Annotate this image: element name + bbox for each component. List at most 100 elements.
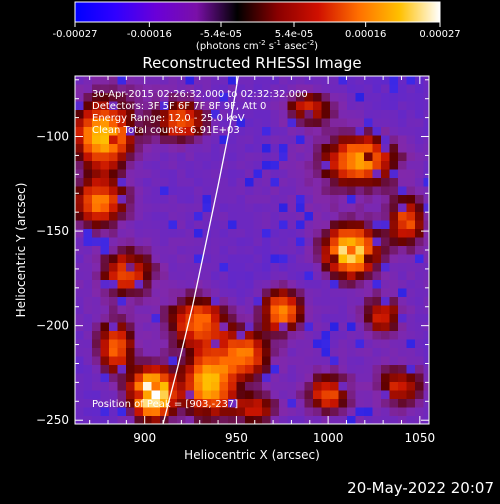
heatmap-cell bbox=[117, 212, 127, 221]
heatmap-cell bbox=[381, 271, 390, 281]
heatmap-cell bbox=[126, 339, 135, 349]
heatmap-cell bbox=[330, 203, 339, 213]
heatmap-cell bbox=[347, 76, 356, 85]
heatmap-cell bbox=[83, 314, 93, 323]
heatmap-cell bbox=[194, 93, 203, 102]
heatmap-cell bbox=[185, 101, 195, 111]
heatmap-cell bbox=[151, 416, 161, 424]
heatmap-cell bbox=[160, 101, 169, 111]
heatmap-cell bbox=[415, 212, 424, 221]
heatmap-cell bbox=[296, 152, 305, 162]
heatmap-cell bbox=[126, 195, 135, 204]
heatmap-cell bbox=[287, 195, 297, 204]
heatmap-cell bbox=[211, 339, 220, 349]
heatmap-cell bbox=[372, 203, 382, 213]
heatmap-cell bbox=[262, 246, 271, 255]
heatmap-cell bbox=[211, 305, 220, 315]
heatmap-cell bbox=[100, 186, 110, 196]
heatmap-cell bbox=[287, 356, 297, 366]
heatmap-cell bbox=[389, 263, 399, 272]
heatmap-cell bbox=[406, 288, 416, 298]
heatmap-cell bbox=[262, 322, 271, 332]
heatmap-cell bbox=[117, 365, 127, 374]
heatmap-cell bbox=[143, 110, 152, 119]
heatmap-cell bbox=[330, 280, 339, 289]
heatmap-cell bbox=[347, 263, 356, 272]
heatmap-cell bbox=[202, 203, 212, 213]
heatmap-cell bbox=[219, 186, 229, 196]
heatmap-cell bbox=[160, 339, 169, 349]
heatmap-cell bbox=[83, 348, 93, 357]
heatmap-cell bbox=[83, 118, 93, 128]
heatmap-cell bbox=[287, 407, 297, 417]
heatmap-cell bbox=[236, 254, 246, 264]
heatmap-cell bbox=[75, 144, 84, 153]
heatmap-cell bbox=[100, 356, 110, 366]
heatmap-cell bbox=[168, 195, 178, 204]
heatmap-cell bbox=[168, 263, 178, 272]
heatmap-cell bbox=[270, 271, 280, 281]
heatmap-cell bbox=[160, 254, 169, 264]
heatmap-cell bbox=[236, 93, 246, 102]
heatmap-cell bbox=[321, 178, 331, 187]
heatmap-cell bbox=[338, 271, 348, 281]
heatmap-cell bbox=[364, 322, 373, 332]
heatmap-cell bbox=[92, 416, 101, 424]
heatmap-cell bbox=[83, 254, 93, 264]
heatmap-cell bbox=[117, 254, 127, 264]
heatmap-cell bbox=[270, 76, 280, 85]
heatmap-cell bbox=[364, 127, 373, 136]
heatmap-cell bbox=[423, 280, 429, 289]
heatmap-cell bbox=[219, 169, 229, 179]
heatmap-cell bbox=[262, 186, 271, 196]
heatmap-cell bbox=[364, 186, 373, 196]
heatmap-cell bbox=[92, 118, 101, 128]
heatmap-cell bbox=[304, 203, 314, 213]
heatmap-cell bbox=[347, 348, 356, 357]
heatmap-cell bbox=[381, 348, 390, 357]
heatmap-cell bbox=[372, 254, 382, 264]
heatmap-cell bbox=[381, 416, 390, 424]
heatmap-cell bbox=[355, 390, 365, 400]
heatmap-cell bbox=[202, 407, 212, 417]
heatmap-cell bbox=[389, 178, 399, 187]
heatmap-cell bbox=[398, 356, 407, 366]
heatmap-cell bbox=[279, 229, 288, 238]
heatmap-cell bbox=[347, 169, 356, 179]
heatmap-cell bbox=[406, 382, 416, 391]
heatmap-cell bbox=[296, 76, 305, 85]
heatmap-cell bbox=[168, 288, 178, 298]
heatmap-cell bbox=[117, 356, 127, 366]
heatmap-cell bbox=[313, 178, 322, 187]
heatmap-cell bbox=[211, 280, 220, 289]
heatmap-cell bbox=[321, 220, 331, 230]
heatmap-cell bbox=[245, 195, 254, 204]
heatmap-cell bbox=[262, 161, 271, 170]
heatmap-cell bbox=[304, 93, 314, 102]
heatmap-cell bbox=[117, 305, 127, 315]
heatmap-cell bbox=[304, 246, 314, 255]
heatmap-cell bbox=[245, 169, 254, 179]
heatmap-cell bbox=[270, 229, 280, 238]
heatmap-cell bbox=[83, 169, 93, 179]
heatmap-cell bbox=[406, 322, 416, 332]
heatmap-cell bbox=[83, 271, 93, 281]
heatmap-cell bbox=[347, 416, 356, 424]
heatmap-cell bbox=[398, 237, 407, 247]
heatmap-cell bbox=[245, 416, 254, 424]
heatmap-cell bbox=[398, 297, 407, 306]
heatmap-cell bbox=[330, 305, 339, 315]
heatmap-cell bbox=[423, 297, 429, 306]
heatmap-cell bbox=[185, 390, 195, 400]
heatmap-cell bbox=[355, 331, 365, 340]
heatmap-cell bbox=[117, 169, 127, 179]
heatmap-cell bbox=[134, 339, 144, 349]
heatmap-cell bbox=[398, 331, 407, 340]
heatmap-cell bbox=[338, 356, 348, 366]
heatmap-cell bbox=[245, 305, 254, 315]
heatmap-cell bbox=[134, 314, 144, 323]
heatmap-cell bbox=[177, 161, 186, 170]
heatmap-cell bbox=[160, 110, 169, 119]
heatmap-cell bbox=[287, 186, 297, 196]
heatmap-cell bbox=[143, 314, 152, 323]
